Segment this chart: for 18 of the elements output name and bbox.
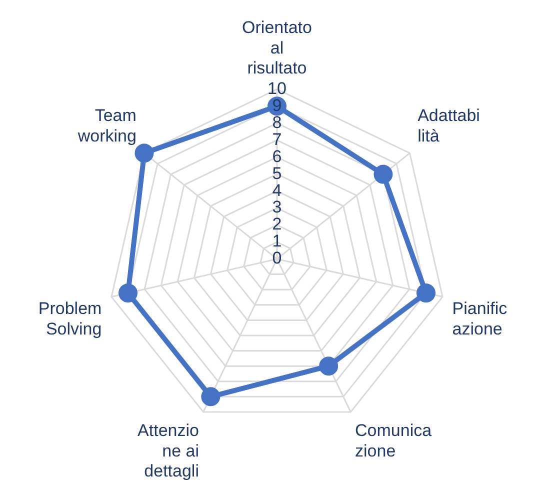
spoke-label: Orientato al risultato: [242, 18, 312, 78]
spoke-label: Team working: [76, 106, 136, 146]
y-tick-label: 2: [272, 214, 282, 234]
y-tick-label: 1: [272, 232, 282, 251]
spoke-label: Attenzione ai dettagli: [138, 420, 199, 481]
y-tick-label: 0: [272, 248, 282, 268]
y-tick-label: 4: [272, 180, 282, 200]
y-tick-label: 7: [272, 130, 282, 149]
y-tick-label: 6: [272, 146, 282, 166]
y-tick-label: 3: [272, 198, 282, 217]
spoke-label: Comunicazione: [355, 420, 432, 460]
spoke-label: Problem Solving: [38, 298, 102, 338]
spoke-label: Adattabilità: [418, 106, 480, 146]
y-tick-label: 10: [268, 78, 286, 98]
spoke-label: Pianificazione: [452, 298, 508, 338]
y-tick-label: 8: [272, 112, 282, 132]
y-tick-label: 9: [272, 96, 282, 115]
y-tick-label: 5: [272, 164, 282, 183]
